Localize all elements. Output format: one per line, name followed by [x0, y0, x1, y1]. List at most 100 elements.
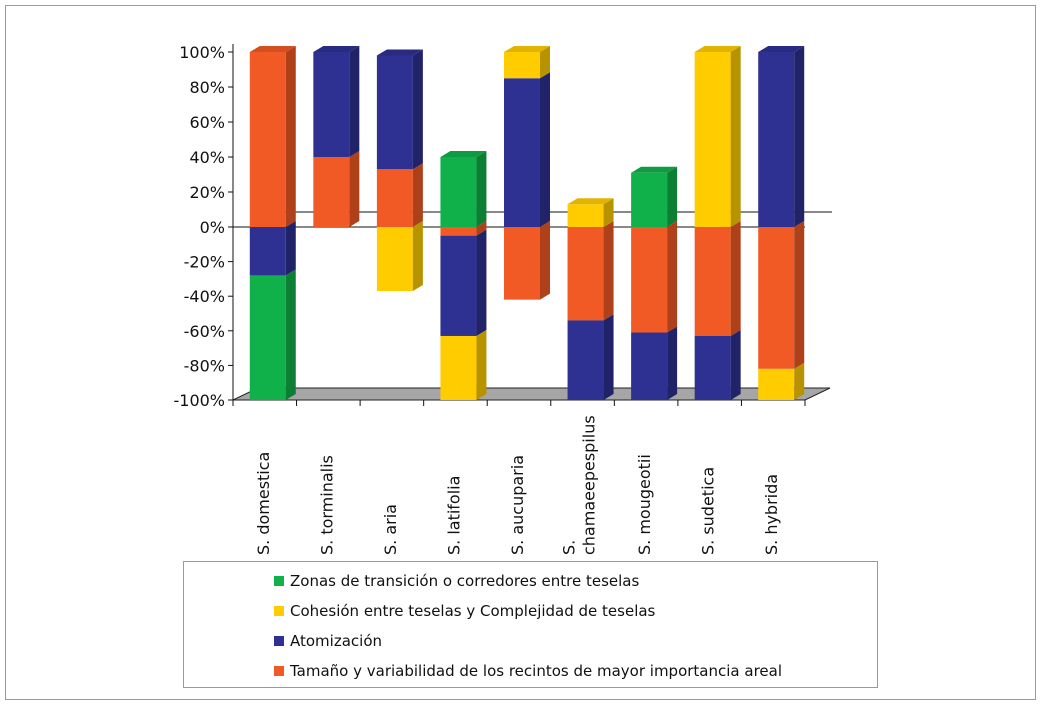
x-axis-label: S. torminalis — [317, 455, 336, 555]
legend-item-cohesion: Cohesión entre teselas y Complejidad de … — [274, 602, 655, 620]
x-axis-labels: S. domestica S. torminalis S. aria S. latif… — [254, 415, 781, 555]
bar-top-cap — [249, 46, 296, 52]
bar-segment-side — [730, 46, 741, 227]
bar-s--aria — [376, 49, 423, 292]
bar-segment — [631, 172, 668, 227]
y-tick-label: 100% — [179, 43, 225, 62]
bar-s--hybrida — [758, 46, 805, 400]
bar-segment — [376, 55, 413, 170]
x-axis-label-line: S. hybrida — [762, 474, 781, 555]
legend-item-size: Tamaño y variabilidad de los recintos de… — [274, 662, 782, 680]
bar-segment — [504, 78, 540, 227]
bar-segment-side — [285, 269, 296, 400]
x-axis-label: S.chamaeepespilus — [560, 415, 599, 555]
x-axis-label: S. aucuparia — [508, 455, 527, 555]
y-tick-label: 0% — [200, 218, 225, 237]
bar-s--chamaeepespilus — [567, 198, 614, 400]
bar-segment-side — [476, 329, 487, 400]
y-tick-label: -100% — [173, 391, 225, 410]
bar-segment-side — [540, 72, 550, 227]
x-axis-label-line: S. aucuparia — [508, 455, 527, 555]
bar-segment-side — [667, 221, 678, 333]
y-tick-label: -40% — [184, 287, 225, 306]
bar-segment — [694, 335, 731, 400]
x-axis-label: S. latifolia — [444, 476, 463, 555]
legend-item-transition: Zonas de transición o corredores entre t… — [274, 572, 639, 590]
legend-swatch — [274, 576, 284, 586]
bar-segment-side — [730, 221, 741, 336]
bar-s--torminalis — [313, 46, 360, 227]
y-axis-ticks: 100% 80% 60% 40% 20% 0% -20% -40% -60% -80% -100% — [173, 43, 233, 410]
legend-label: Tamaño y variabilidad de los recintos de… — [290, 662, 782, 680]
bar-segment-side — [349, 46, 360, 157]
bar-segment — [376, 169, 413, 227]
bar-segment-side — [476, 221, 487, 236]
y-tick-label: 60% — [189, 113, 225, 132]
x-axis-label-line: chamaeepespilus — [580, 415, 599, 555]
bar-segment — [504, 227, 540, 300]
bar-segment-side — [540, 46, 550, 79]
bar-segment-side — [794, 221, 805, 369]
y-tick-label: -60% — [184, 322, 225, 341]
bar-top-cap — [631, 166, 678, 173]
bar-top-cap — [440, 151, 487, 157]
bar-top-cap — [567, 198, 614, 205]
x-axis-label-line: S. latifolia — [444, 476, 463, 555]
bar-segment — [758, 52, 795, 227]
bar-s--aucuparia — [504, 46, 550, 300]
y-tick-label: 80% — [189, 78, 225, 97]
bar-top-cap — [504, 46, 550, 52]
x-axis-label-line: S. torminalis — [317, 455, 336, 555]
legend-swatch — [274, 636, 284, 646]
legend-label: Atomización — [290, 632, 382, 650]
legend-swatch — [274, 666, 284, 676]
bar-segment-side — [412, 49, 423, 170]
bar-segment-side — [476, 151, 487, 227]
bar-segment — [249, 52, 286, 227]
bar-s--latifolia — [440, 151, 487, 400]
bar-segment-side — [349, 151, 360, 227]
bar-top-cap — [376, 49, 423, 56]
y-tick-label: -20% — [184, 253, 225, 272]
bar-segment-side — [794, 362, 805, 400]
bar-segment — [249, 275, 286, 400]
legend-item-atomization: Atomización — [274, 632, 382, 650]
bar-segment-side — [476, 229, 487, 336]
bar-segment-side — [285, 46, 296, 227]
bar-s--domestica — [249, 46, 296, 400]
bar-segment-side — [794, 46, 805, 227]
bar-segment — [440, 227, 477, 236]
legend-label: Zonas de transición o corredores entre t… — [290, 572, 640, 590]
bar-segment-side — [412, 163, 423, 227]
y-tick-label: -80% — [184, 356, 225, 375]
bar-top-cap — [313, 46, 360, 52]
bar-segment-side — [412, 221, 423, 292]
x-axis-label: S. hybrida — [762, 474, 781, 555]
x-axis-label-line: S. mougeotii — [635, 454, 654, 555]
x-axis-label: S. domestica — [254, 452, 273, 555]
bar-segment — [376, 227, 413, 292]
x-axis-label-line: S. — [560, 540, 579, 555]
bar-segment — [440, 235, 477, 336]
bar-segment — [567, 227, 604, 321]
x-axis-label: S. aria — [381, 504, 400, 555]
bar-segment — [313, 157, 350, 227]
bar-top-cap — [758, 46, 805, 52]
bar-segment-side — [667, 326, 678, 400]
bar-segment — [631, 227, 668, 333]
bar-segment-side — [730, 329, 741, 400]
bar-segment — [249, 227, 286, 276]
y-tick-label: 20% — [189, 183, 225, 202]
x-axis-label-line: S. sudetica — [699, 467, 718, 555]
bar-segment-side — [603, 198, 614, 227]
bar-layer — [249, 46, 805, 400]
bar-top-cap — [694, 46, 741, 52]
y-tick-label: 40% — [189, 148, 225, 167]
x-axis-label-line: S. domestica — [254, 452, 273, 555]
bar-segment — [758, 368, 795, 400]
legend: Zonas de transición o corredores entre t… — [183, 561, 878, 688]
bar-segment — [694, 52, 731, 227]
bar-segment — [504, 52, 540, 79]
bar-segment-side — [603, 314, 614, 400]
